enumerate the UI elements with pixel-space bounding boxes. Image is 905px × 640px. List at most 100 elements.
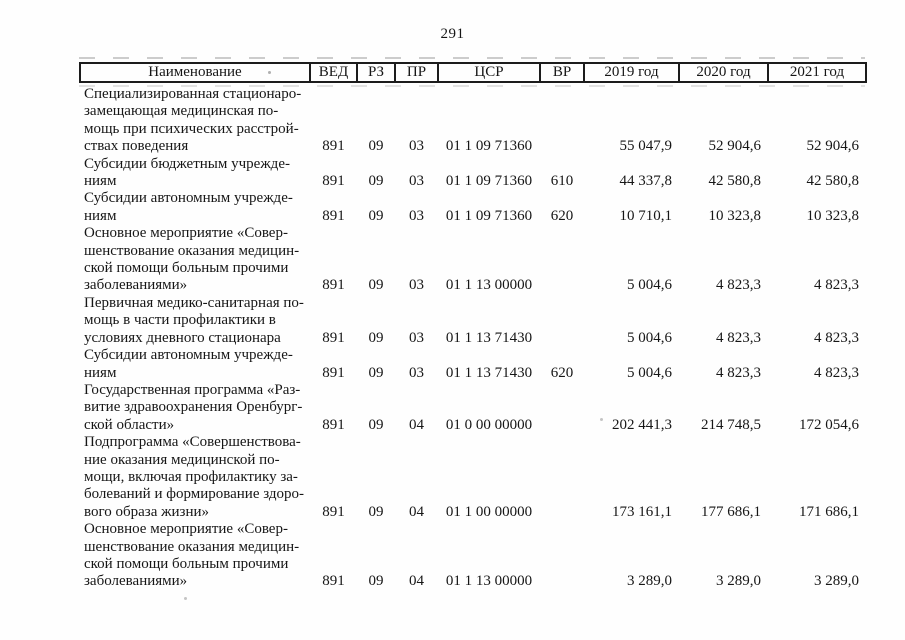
cell-vr <box>540 382 584 434</box>
cell-csr: 01 1 13 00000 <box>445 573 533 590</box>
cell-pr: 04 <box>409 503 424 520</box>
cell-name: Субсидии бюджетным учрежде- ниям <box>84 155 290 190</box>
cell-vr <box>540 521 584 591</box>
cell-2021: 4 823,3 <box>814 277 859 294</box>
table-row: Подпрограмма «Совершенствова- ние оказан… <box>80 434 866 521</box>
cell-pr: 03 <box>409 364 424 381</box>
table-row: Субсидии автономным учрежде- ниям 891 09… <box>80 190 866 225</box>
cell-pr: 04 <box>409 573 424 590</box>
budget-table: Наименование ВЕД РЗ ПР ЦСР ВР 2019 год 2… <box>79 62 867 591</box>
table-row: Основное мероприятие «Совер- шенствовани… <box>80 521 866 591</box>
table-row: Субсидии бюджетным учрежде- ниям 891 09 … <box>80 156 866 191</box>
cell-ved: 891 <box>322 138 345 155</box>
cell-2019: 44 337,8 <box>619 173 673 190</box>
cell-2019: 173 161,1 <box>612 503 672 520</box>
header-row: Наименование ВЕД РЗ ПР ЦСР ВР 2019 год 2… <box>79 62 867 83</box>
cell-ved: 891 <box>322 364 345 381</box>
cell-pr: 03 <box>409 207 424 224</box>
cell-name: Подпрограмма «Совершенствова- ние оказан… <box>84 434 305 520</box>
cell-ved: 891 <box>322 207 345 224</box>
cell-2020: 4 823,3 <box>716 364 761 381</box>
table-row: Первичная медико-санитарная по- мощь в ч… <box>80 295 866 347</box>
cell-name: Субсидии автономным учрежде- ниям <box>84 190 293 224</box>
cell-ved: 891 <box>322 573 345 590</box>
cell-name: Государственная программа «Раз- витие зд… <box>84 381 303 433</box>
cell-rz: 09 <box>368 503 384 520</box>
cell-rz: 09 <box>368 138 384 155</box>
cell-ved: 891 <box>322 277 345 294</box>
cell-2021: 172 054,6 <box>799 416 859 433</box>
cell-2019: 5 004,6 <box>627 277 672 294</box>
table-row: Специализированная стационаро- замещающа… <box>80 82 866 156</box>
cell-csr: 01 1 09 71360 <box>445 138 533 155</box>
cell-csr: 01 1 13 71430 <box>445 364 533 381</box>
cell-csr: 01 1 09 71360 <box>445 207 533 224</box>
cell-name: Первичная медико-санитарная по- мощь в ч… <box>84 294 304 346</box>
cell-vr <box>540 225 584 295</box>
cell-ved: 891 <box>322 329 345 346</box>
cell-2019: 5 004,6 <box>627 364 672 381</box>
cell-csr: 01 1 09 71360 <box>445 173 533 190</box>
cell-pr: 03 <box>409 329 424 346</box>
cell-2020: 10 323,8 <box>708 207 762 224</box>
cell-csr: 01 1 13 00000 <box>445 277 533 294</box>
column-header-2020: 2020 год <box>678 62 769 83</box>
cell-2020: 3 289,0 <box>716 573 761 590</box>
column-header-ved: ВЕД <box>309 62 358 83</box>
cell-2019: 3 289,0 <box>627 573 672 590</box>
column-header-name: Наименование <box>79 62 311 83</box>
cell-2020: 42 580,8 <box>708 173 762 190</box>
cell-name: Субсидии автономным учрежде- ниям <box>84 347 293 381</box>
cell-2021: 10 323,8 <box>806 207 860 224</box>
cell-2021: 171 686,1 <box>799 503 859 520</box>
cell-ved: 891 <box>322 416 345 433</box>
table-row: Государственная программа «Раз- витие зд… <box>80 382 866 434</box>
cell-vr: 610 <box>550 173 574 190</box>
cell-rz: 09 <box>368 329 384 346</box>
cell-2019: 5 004,6 <box>627 329 672 346</box>
cell-rz: 09 <box>368 416 384 433</box>
cell-2021: 3 289,0 <box>814 573 859 590</box>
cell-name: Основное мероприятие «Совер- шенствовани… <box>84 225 300 294</box>
cell-pr: 03 <box>409 173 424 190</box>
cell-csr: 01 0 00 00000 <box>445 416 533 433</box>
page-number: 291 <box>440 26 465 42</box>
cell-rz: 09 <box>368 207 384 224</box>
cell-vr <box>540 82 584 156</box>
cell-2019: 10 710,1 <box>619 207 673 224</box>
cell-rz: 09 <box>368 277 384 294</box>
cell-pr: 04 <box>409 416 424 433</box>
cell-rz: 09 <box>368 173 384 190</box>
column-header-rz: РЗ <box>356 62 396 83</box>
cell-name: Специализированная стационаро- замещающа… <box>84 86 302 155</box>
cell-name: Основное мероприятие «Совер- шенствовани… <box>84 521 300 590</box>
table-header: Наименование ВЕД РЗ ПР ЦСР ВР 2019 год 2… <box>79 62 867 83</box>
cell-csr: 01 1 00 00000 <box>445 503 533 520</box>
cell-2020: 4 823,3 <box>716 277 761 294</box>
table-row: Субсидии автономным учрежде- ниям 891 09… <box>80 347 866 382</box>
cell-2020: 52 904,6 <box>708 138 762 155</box>
cell-2021: 4 823,3 <box>814 329 859 346</box>
scan-artifact <box>184 597 187 600</box>
cell-2020: 4 823,3 <box>716 329 761 346</box>
cell-ved: 891 <box>322 503 345 520</box>
cell-csr: 01 1 13 71430 <box>445 329 533 346</box>
cell-2021: 4 823,3 <box>814 364 859 381</box>
column-header-vr: ВР <box>539 62 585 83</box>
scan-artifact <box>79 57 865 59</box>
cell-2020: 214 748,5 <box>701 416 761 433</box>
column-header-csr: ЦСР <box>437 62 541 83</box>
cell-pr: 03 <box>409 138 424 155</box>
column-header-2019: 2019 год <box>583 62 680 83</box>
cell-2019: 55 047,9 <box>619 138 673 155</box>
cell-vr: 620 <box>550 207 574 224</box>
cell-rz: 09 <box>368 573 384 590</box>
column-header-pr: ПР <box>394 62 439 83</box>
cell-ved: 891 <box>322 173 345 190</box>
table-body: Специализированная стационаро- замещающа… <box>80 82 866 591</box>
cell-2020: 177 686,1 <box>701 503 761 520</box>
column-header-2021: 2021 год <box>767 62 867 83</box>
cell-vr: 620 <box>550 364 574 381</box>
cell-rz: 09 <box>368 364 384 381</box>
